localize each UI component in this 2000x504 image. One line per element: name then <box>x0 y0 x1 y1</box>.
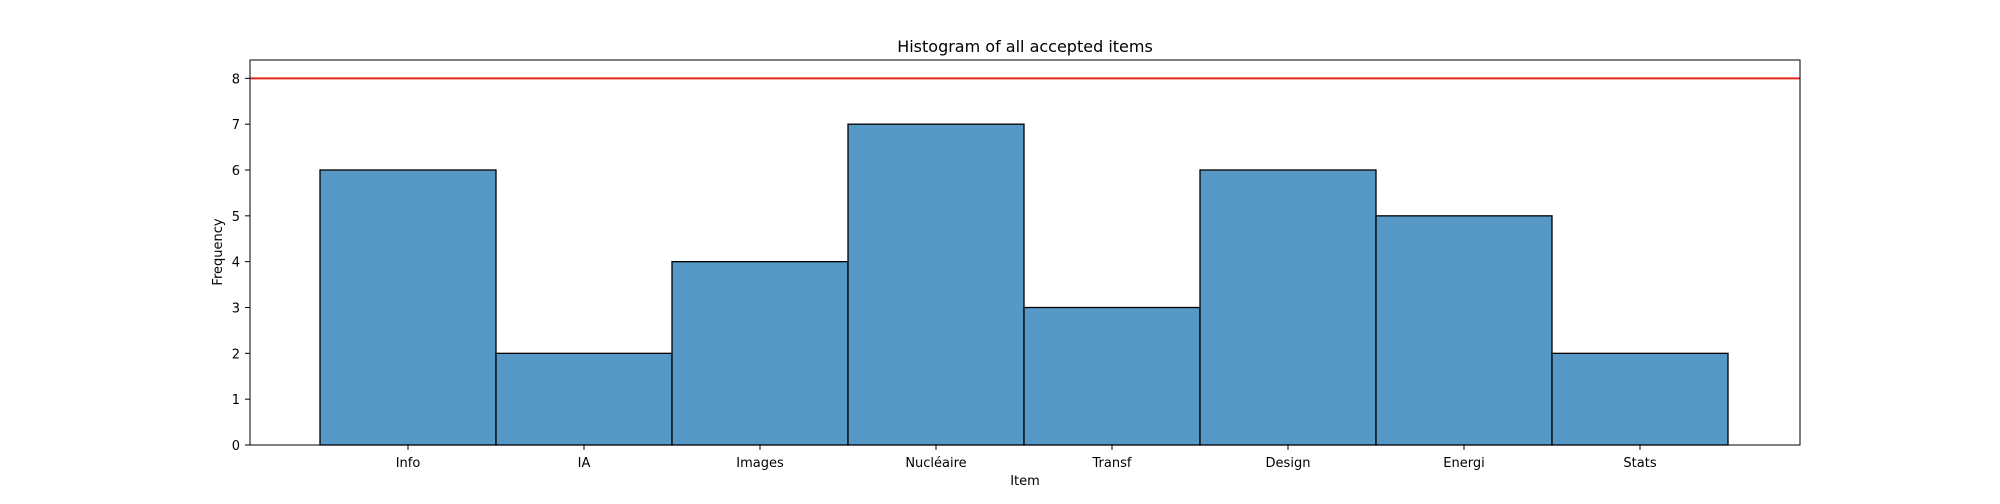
y-ticks: 0 1 2 3 4 5 6 7 8 <box>232 72 250 454</box>
y-tick-label: 8 <box>232 72 240 87</box>
y-tick-label: 2 <box>232 347 240 362</box>
bar-transf <box>1023 306 1201 446</box>
bar-ia <box>495 352 673 446</box>
y-tick-label: 0 <box>232 439 240 454</box>
bar-info <box>319 169 497 446</box>
x-tick-label: Stats <box>1623 456 1656 471</box>
bar-images <box>671 261 849 446</box>
x-tick-label: Energi <box>1443 456 1484 471</box>
x-tick-label: Design <box>1266 456 1311 471</box>
y-tick-label: 3 <box>232 302 240 317</box>
y-tick-label: 7 <box>232 118 240 133</box>
chart-title: Histogram of all accepted items <box>897 37 1153 56</box>
x-tick-label: Images <box>736 456 784 471</box>
bar-design <box>1199 169 1377 446</box>
bar-energi <box>1375 215 1553 446</box>
bar-stats <box>1551 352 1729 446</box>
y-tick-label: 5 <box>232 210 240 225</box>
x-tick-label: Nucléaire <box>905 456 966 471</box>
x-axis-label: Item <box>1010 474 1040 489</box>
x-tick-label: Transf <box>1092 456 1132 471</box>
x-tick-label: IA <box>578 456 591 471</box>
y-tick-label: 1 <box>232 393 240 408</box>
y-axis-label: Frequency <box>211 218 226 285</box>
plot-frame <box>249 59 1801 446</box>
y-tick-label: 6 <box>232 164 240 179</box>
bars-layer <box>319 123 1729 446</box>
x-ticks: Info IA Images Nucléaire Transf Design Energi S… <box>396 445 1657 471</box>
x-tick-label: Info <box>396 456 421 471</box>
y-tick-label: 4 <box>232 256 240 271</box>
bar-nucléaire <box>847 123 1025 446</box>
